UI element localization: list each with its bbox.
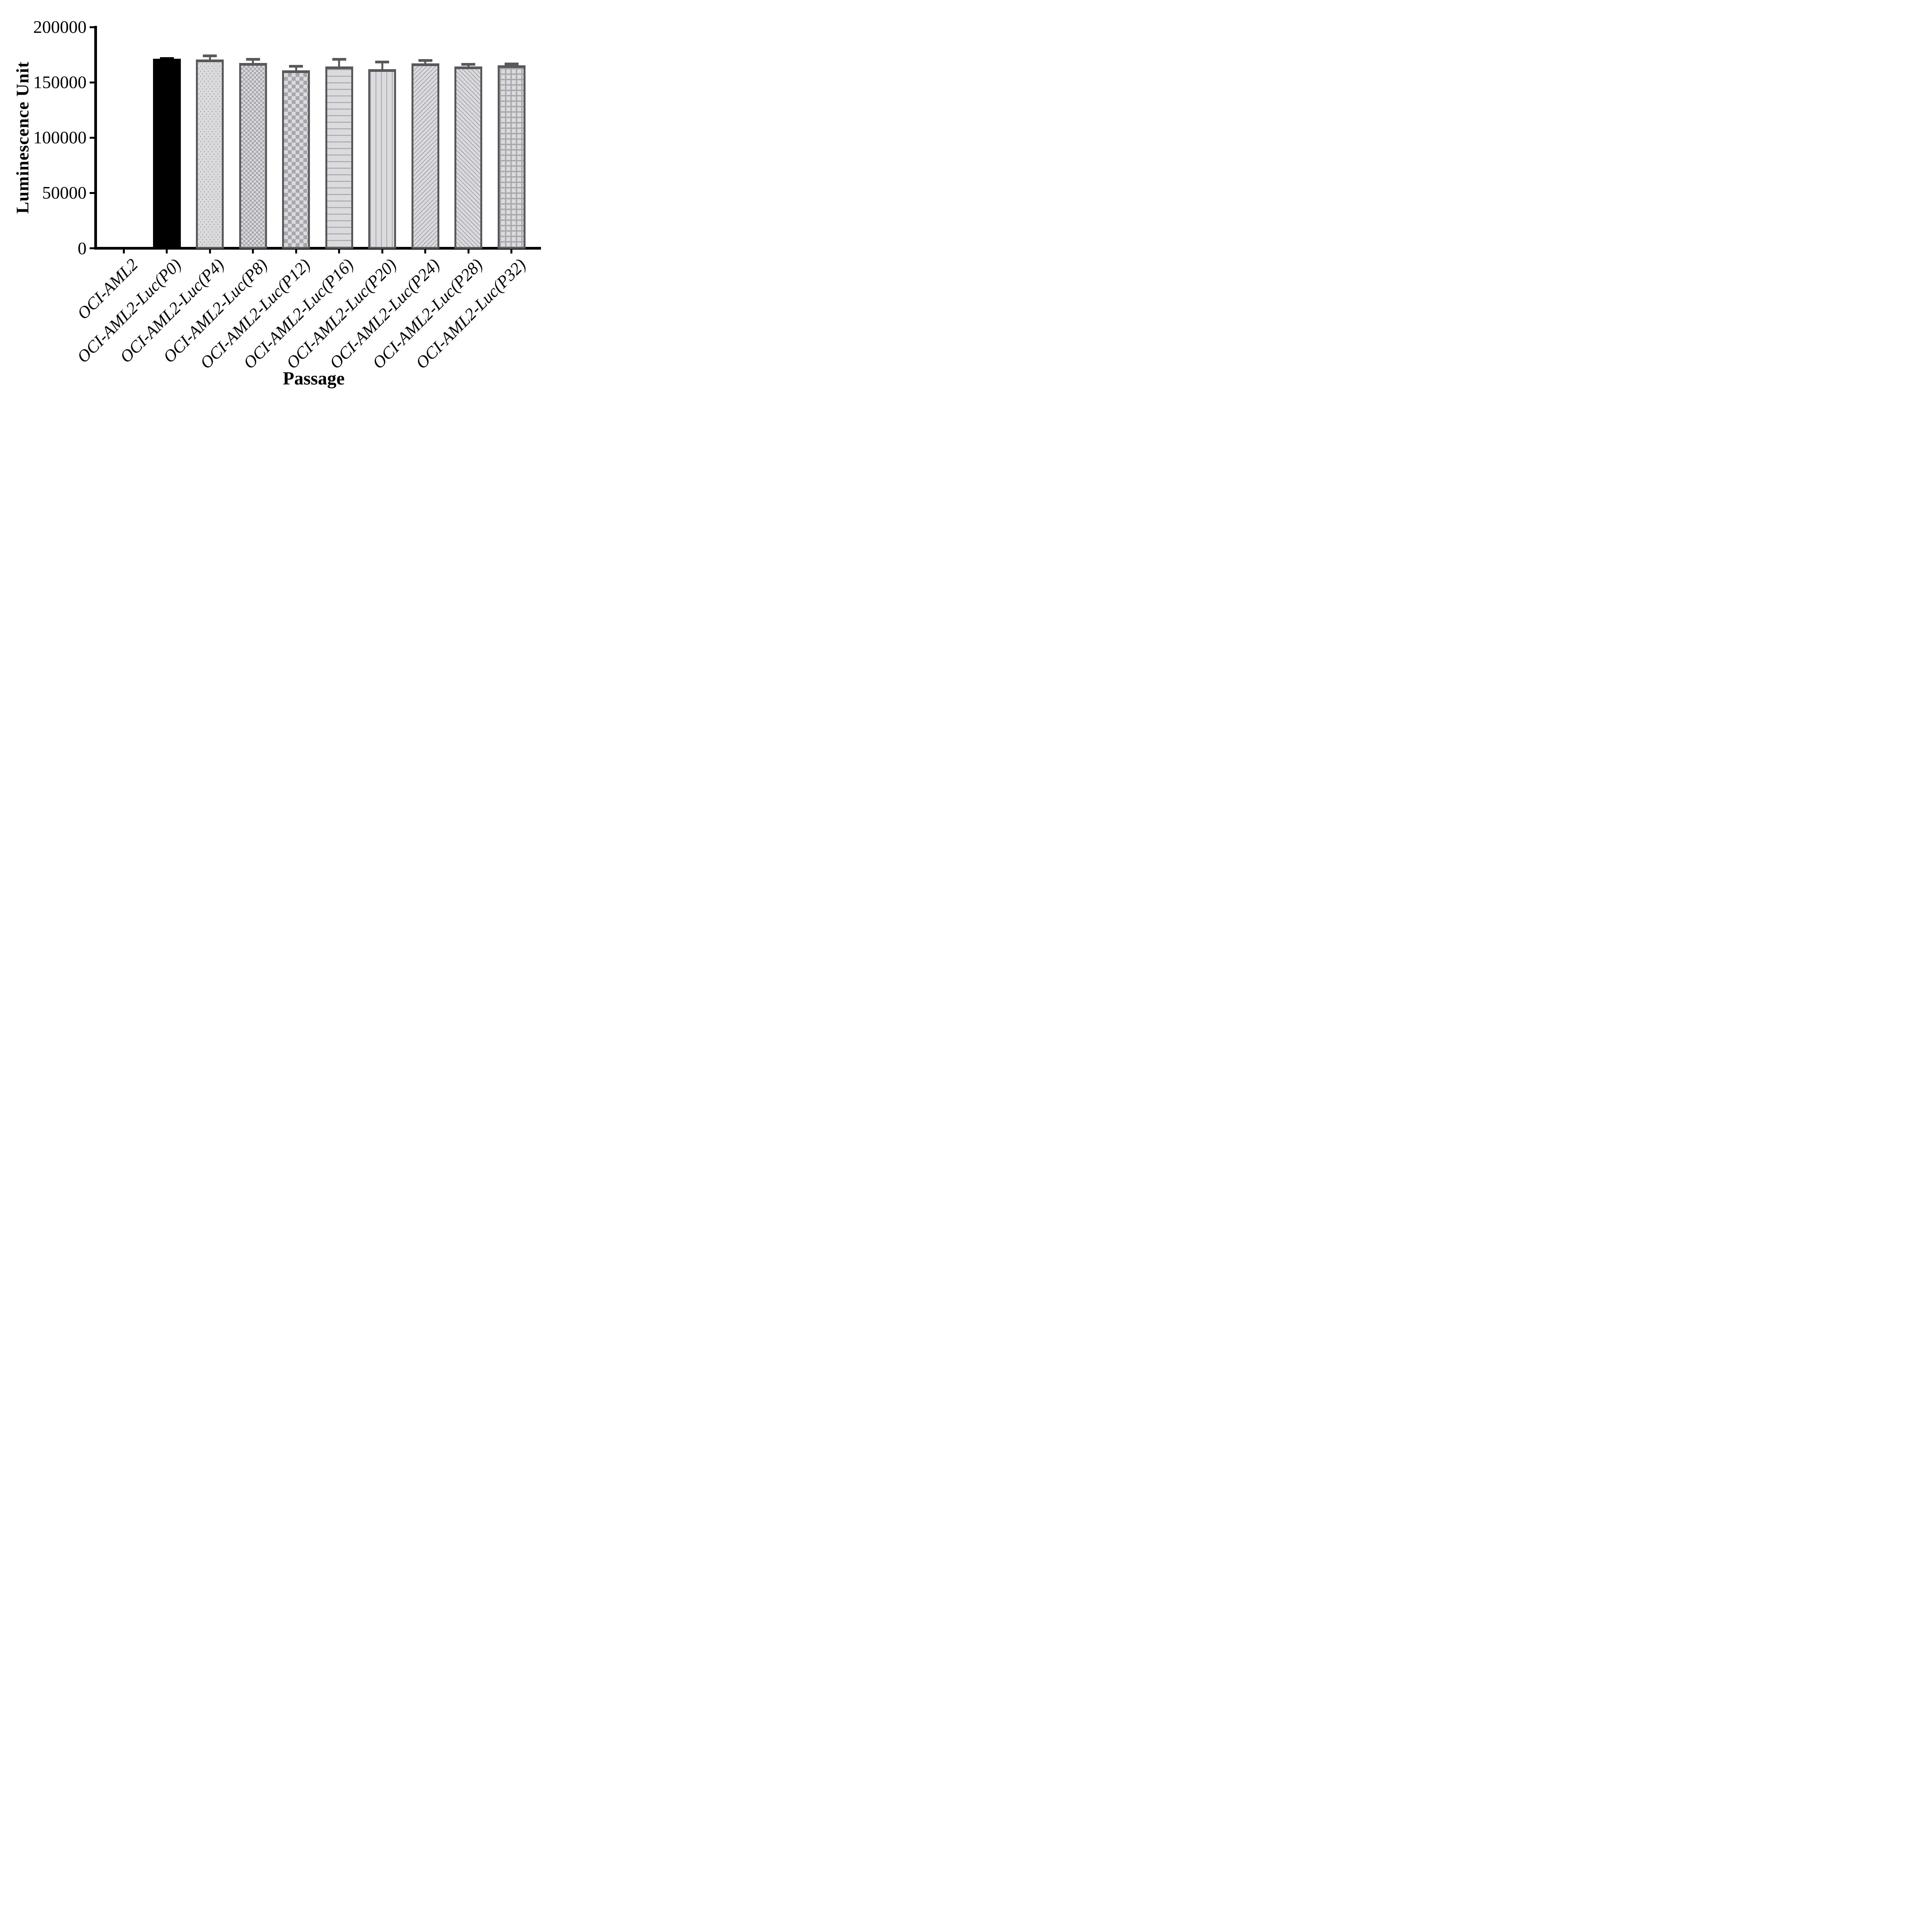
- y-tick-label: 100000: [33, 128, 87, 148]
- y-tick: [90, 247, 95, 249]
- y-axis-line: [94, 26, 97, 250]
- error-bar-stem: [381, 62, 383, 73]
- y-tick-label: 50000: [42, 183, 87, 203]
- y-tick-label: 200000: [33, 17, 87, 37]
- y-axis-title: Luminescence Unit: [12, 61, 32, 214]
- y-tick: [90, 81, 95, 83]
- y-tick-label: 0: [78, 238, 87, 258]
- bar-OCI-AML2-Luc(P20): [368, 69, 396, 249]
- y-tick-label: 150000: [33, 72, 87, 92]
- bar-OCI-AML2-Luc(P12): [282, 70, 310, 249]
- x-tick: [122, 250, 125, 253]
- error-bar-cap: [504, 62, 519, 65]
- x-tick: [467, 250, 469, 253]
- error-bar-cap: [418, 59, 432, 62]
- bar-OCI-AML2-Luc(P16): [325, 66, 353, 249]
- error-bar-cap: [203, 54, 217, 58]
- x-tick: [510, 250, 512, 253]
- bar-OCI-AML2-Luc(P28): [454, 66, 482, 249]
- x-tick: [381, 250, 383, 253]
- bar-chart-canvas: 0 50000 100000 150000 200000 OCI-AML2 OCI-AML…: [0, 0, 569, 404]
- x-tick: [166, 250, 168, 253]
- error-bar-cap: [246, 58, 260, 61]
- error-bar-stem: [338, 59, 340, 70]
- y-tick: [90, 26, 95, 28]
- error-bar-cap: [160, 57, 174, 59]
- x-tick: [424, 250, 426, 253]
- x-tick: [295, 250, 297, 253]
- error-bar-cap: [332, 58, 346, 61]
- bar-OCI-AML2-Luc(P4): [196, 60, 224, 249]
- error-bar-stem: [295, 66, 297, 74]
- x-tick: [209, 250, 211, 253]
- x-axis-line: [94, 247, 541, 250]
- bar-OCI-AML2-Luc(P32): [497, 65, 526, 249]
- bar-OCI-AML2-Luc(P24): [411, 63, 439, 249]
- error-bar-cap: [289, 65, 303, 68]
- x-tick: [338, 250, 340, 253]
- x-tick: [252, 250, 254, 253]
- x-axis-title: Passage: [283, 368, 345, 389]
- bar-OCI-AML2-Luc(P8): [239, 63, 267, 249]
- y-tick: [90, 192, 95, 194]
- y-tick: [90, 136, 95, 139]
- error-bar-cap: [375, 60, 389, 63]
- bar-OCI-AML2-Luc(P0): [153, 58, 181, 249]
- error-bar-cap: [461, 63, 475, 66]
